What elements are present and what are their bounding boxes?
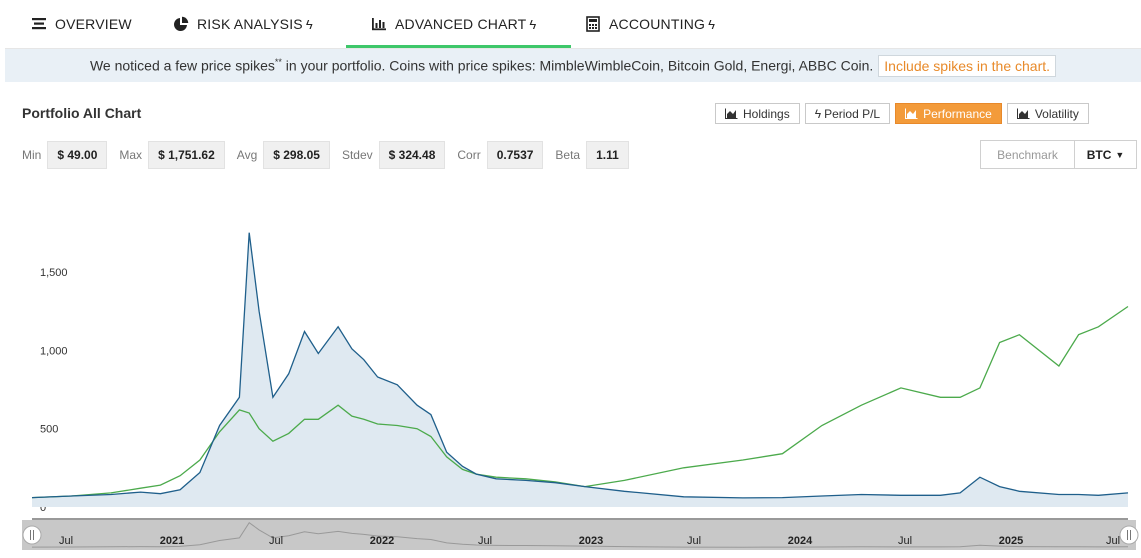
navigator-handle-right[interactable] <box>1119 525 1139 545</box>
tab-advanced-chart-label: ADVANCED CHART <box>395 16 527 32</box>
y-tick-label: 500 <box>40 424 58 436</box>
min-value: $ 49.00 <box>47 141 108 169</box>
beta-value: 1.11 <box>586 141 629 169</box>
holdings-button[interactable]: Holdings <box>715 103 800 124</box>
corr-label: Corr <box>457 148 481 162</box>
x-tick-label: Jul <box>478 535 492 547</box>
include-spikes-link[interactable]: Include spikes in the chart. <box>878 54 1057 77</box>
corr-value: 0.7537 <box>486 141 544 169</box>
x-axis: Jul 2021 Jul 2022 Jul 2023 Jul 2024 Jul 2025 Jul <box>59 535 1120 547</box>
volatility-button[interactable]: Volatility <box>1006 103 1089 124</box>
x-tick-label: Jul <box>59 535 73 547</box>
beta-label: Beta <box>555 148 581 162</box>
bolt-icon: ϟ <box>814 106 822 121</box>
list-icon <box>31 16 49 32</box>
x-tick-label: 2023 <box>579 535 603 547</box>
x-tick-label: Jul <box>898 535 912 547</box>
benchmark-button[interactable]: Benchmark <box>980 140 1075 169</box>
max-value: $ 1,751.62 <box>148 141 225 169</box>
tab-overview-label: OVERVIEW <box>55 16 132 32</box>
x-tick-label: Jul <box>1106 535 1120 547</box>
tab-overview[interactable]: OVERVIEW <box>31 0 132 48</box>
max-label: Max <box>119 148 143 162</box>
avg-label: Avg <box>236 148 258 162</box>
y-tick-label: 0 <box>40 502 46 514</box>
avg-value: $ 298.05 <box>263 141 330 169</box>
x-tick-label: Jul <box>269 535 283 547</box>
portfolio-area <box>32 232 1128 507</box>
price-spike-notice: We noticed a few price spikes** in your … <box>5 49 1141 82</box>
chart-title: Portfolio All Chart <box>22 105 142 121</box>
tab-bar: OVERVIEW RISK ANALYSIS ϟ ADVANCED CHART … <box>5 0 1141 49</box>
bolt-icon: ϟ <box>529 16 537 32</box>
navigator-handle-left[interactable] <box>22 525 42 545</box>
calculator-icon <box>585 16 603 32</box>
x-tick-label: 2022 <box>370 535 394 547</box>
tab-accounting-label: ACCOUNTING <box>609 16 706 32</box>
performance-button[interactable]: Performance <box>895 103 1002 124</box>
y-tick-label: 1,000 <box>40 345 68 357</box>
area-chart-icon <box>905 108 918 119</box>
stdev-value: $ 324.48 <box>378 141 446 169</box>
tab-accounting[interactable]: ACCOUNTING ϟ <box>585 0 715 48</box>
area-chart-icon <box>1016 108 1030 119</box>
x-tick-label: 2025 <box>999 535 1023 547</box>
portfolio-chart: 0 500 1,000 1,500 Jul 2021 Jul 2022 Jul 2023 Jul 2… <box>22 232 1139 550</box>
x-tick-label: Jul <box>687 535 701 547</box>
notice-text: We noticed a few price spikes** in your … <box>89 57 874 74</box>
view-toggle-group: Holdings ϟ Period P/L Performance Volati… <box>715 103 1089 124</box>
caret-down-icon: ▼ <box>1115 149 1125 160</box>
benchmark-control: Benchmark BTC ▼ <box>980 140 1137 169</box>
portfolio-series-line <box>31 232 1129 499</box>
range-navigator[interactable] <box>22 520 1136 550</box>
benchmark-series-line <box>31 305 1129 499</box>
bolt-icon: ϟ <box>708 16 716 32</box>
tab-risk-analysis-label: RISK ANALYSIS <box>197 16 303 32</box>
x-tick-label: 2021 <box>160 535 184 547</box>
benchmark-select[interactable]: BTC ▼ <box>1075 140 1137 169</box>
bolt-icon: ϟ <box>305 16 313 32</box>
stats-row: Min $ 49.00 Max $ 1,751.62 Avg $ 298.05 … <box>22 141 641 169</box>
tab-risk-analysis[interactable]: RISK ANALYSIS ϟ <box>173 0 313 48</box>
y-tick-label: 1,500 <box>40 267 68 279</box>
tab-advanced-chart[interactable]: ADVANCED CHART ϟ <box>346 0 570 48</box>
pie-chart-icon <box>173 16 191 32</box>
stdev-label: Stdev <box>341 148 373 162</box>
bar-chart-icon <box>371 16 389 32</box>
navigator-series <box>31 521 1129 548</box>
x-tick-label: 2024 <box>788 535 813 547</box>
min-label: Min <box>22 148 42 162</box>
area-chart-icon <box>725 108 738 119</box>
period-pl-button[interactable]: ϟ Period P/L <box>804 103 891 124</box>
y-axis: 0 500 1,000 1,500 <box>40 267 68 514</box>
